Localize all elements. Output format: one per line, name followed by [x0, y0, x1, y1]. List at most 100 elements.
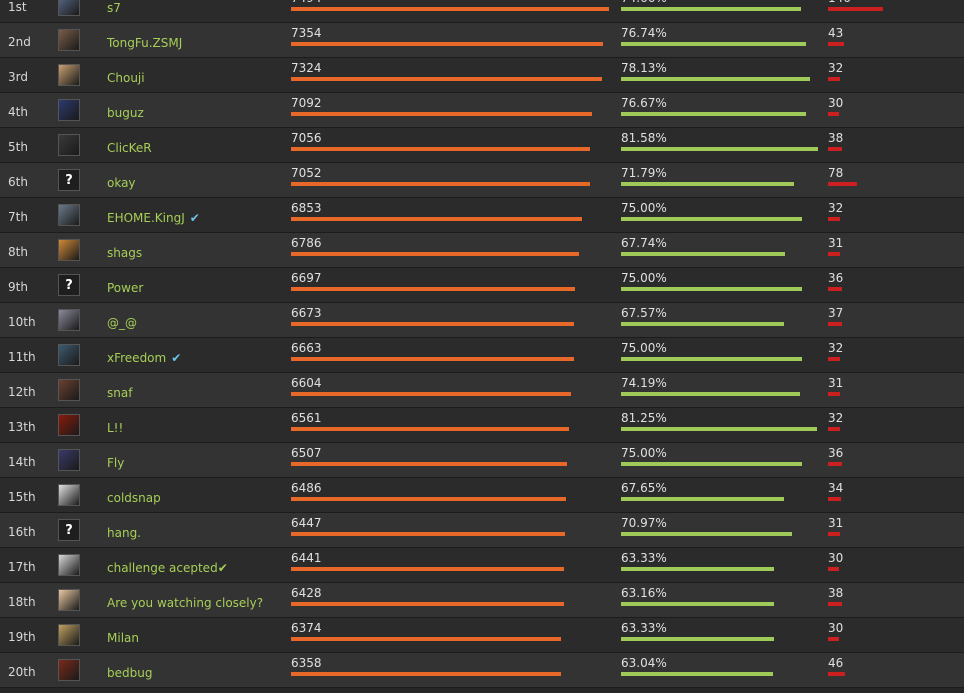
mmr-bar: [291, 462, 567, 466]
winrate-bar: [621, 637, 774, 641]
avatar-icon[interactable]: [58, 484, 80, 506]
leaderboard-row: 14th Fly 6507 75.00% 36: [0, 443, 964, 478]
player-name-link[interactable]: Power: [107, 281, 143, 295]
avatar-icon[interactable]: [58, 344, 80, 366]
games-bar: [828, 112, 839, 116]
winrate-value: 63.04%: [621, 656, 667, 670]
player-name-link[interactable]: snaf: [107, 386, 132, 400]
unknown-avatar-icon[interactable]: ?: [58, 169, 80, 191]
games-bar: [828, 322, 842, 326]
avatar-icon[interactable]: [58, 309, 80, 331]
mmr-bar: [291, 392, 571, 396]
player-name-link[interactable]: EHOME.KingJ ✔: [107, 211, 200, 225]
checkmark-icon: ✔: [189, 211, 200, 225]
winrate-value: 75.00%: [621, 271, 667, 285]
avatar-icon[interactable]: [58, 554, 80, 576]
player-name-link[interactable]: ClicKeR: [107, 141, 152, 155]
winrate-value: 63.33%: [621, 621, 667, 635]
avatar-icon[interactable]: [58, 134, 80, 156]
player-name-link[interactable]: @_@: [107, 316, 137, 330]
games-bar: [828, 567, 839, 571]
avatar-icon[interactable]: [58, 99, 80, 121]
leaderboard-row: 10th @_@ 6673 67.57% 37: [0, 303, 964, 338]
avatar-icon[interactable]: [58, 659, 80, 681]
player-name-link[interactable]: Are you watching closely?: [107, 596, 263, 610]
avatar-icon[interactable]: [58, 239, 80, 261]
player-name: buguz: [107, 106, 144, 120]
winrate-value: 67.74%: [621, 236, 667, 250]
games-value: 31: [828, 516, 844, 530]
leaderboard-row: 13th L!! 6561 81.25% 32: [0, 408, 964, 443]
player-name-link[interactable]: TongFu.ZSMJ: [107, 36, 182, 50]
player-name-link[interactable]: okay: [107, 176, 136, 190]
avatar-icon[interactable]: [58, 0, 80, 16]
rank-label: 8th: [8, 245, 28, 259]
winrate-bar: [621, 497, 784, 501]
avatar-icon[interactable]: [58, 589, 80, 611]
player-name-link[interactable]: buguz: [107, 106, 144, 120]
rank-label: 3rd: [8, 70, 28, 84]
avatar-icon[interactable]: [58, 449, 80, 471]
winrate-value: 78.13%: [621, 61, 667, 75]
player-name-link[interactable]: Chouji: [107, 71, 145, 85]
leaderboard-row: 4th buguz 7092 76.67% 30: [0, 93, 964, 128]
games-value: 78: [828, 166, 844, 180]
player-name: Are you watching closely?: [107, 596, 264, 610]
avatar-icon[interactable]: [58, 379, 80, 401]
player-name-link[interactable]: shags: [107, 246, 142, 260]
games-value: 38: [828, 586, 844, 600]
player-name-link[interactable]: Milan: [107, 631, 139, 645]
winrate-value: 74.19%: [621, 376, 667, 390]
mmr-value: 6604: [291, 376, 322, 390]
mmr-bar: [291, 147, 590, 151]
mmr-bar: [291, 112, 592, 116]
games-value: 146: [828, 0, 851, 5]
leaderboard-row: 15th coldsnap 6486 67.65% 34: [0, 478, 964, 513]
rank-label: 11th: [8, 350, 36, 364]
mmr-value: 7354: [291, 26, 322, 40]
mmr-bar: [291, 672, 561, 676]
avatar-icon[interactable]: [58, 624, 80, 646]
games-bar: [828, 287, 842, 291]
games-bar: [828, 7, 883, 11]
player-name-link[interactable]: challenge acepted✔: [107, 561, 228, 575]
player-name-link[interactable]: coldsnap: [107, 491, 161, 505]
leaderboard-row: 1st s7 7494 74.66% 146: [0, 0, 964, 23]
winrate-value: 67.65%: [621, 481, 667, 495]
player-name-link[interactable]: bedbug: [107, 666, 152, 680]
avatar-icon[interactable]: [58, 414, 80, 436]
avatar-icon[interactable]: [58, 204, 80, 226]
rank-label: 20th: [8, 665, 36, 679]
leaderboard-row: 3rd Chouji 7324 78.13% 32: [0, 58, 964, 93]
avatar-icon[interactable]: [58, 29, 80, 51]
player-name-link[interactable]: xFreedom ✔: [107, 351, 181, 365]
winrate-bar: [621, 427, 817, 431]
rank-label: 13th: [8, 420, 36, 434]
rank-label: 16th: [8, 525, 36, 539]
player-name-link[interactable]: hang.: [107, 526, 141, 540]
player-name-link[interactable]: L!!: [107, 421, 123, 435]
games-bar: [828, 392, 840, 396]
rank-label: 19th: [8, 630, 36, 644]
games-bar: [828, 182, 857, 186]
winrate-value: 75.00%: [621, 341, 667, 355]
player-name: challenge acepted: [107, 561, 218, 575]
mmr-value: 6374: [291, 621, 322, 635]
mmr-value: 6358: [291, 656, 322, 670]
player-name: EHOME.KingJ: [107, 211, 185, 225]
games-bar: [828, 672, 845, 676]
leaderboard-row: 7th EHOME.KingJ ✔ 6853 75.00% 32: [0, 198, 964, 233]
winrate-bar: [621, 112, 806, 116]
player-name-link[interactable]: Fly: [107, 456, 124, 470]
mmr-bar: [291, 7, 609, 11]
mmr-value: 6673: [291, 306, 322, 320]
avatar-icon[interactable]: [58, 64, 80, 86]
leaderboard-row: 20th bedbug 6358 63.04% 46: [0, 653, 964, 688]
winrate-bar: [621, 252, 785, 256]
player-name-link[interactable]: s7: [107, 1, 121, 15]
unknown-avatar-icon[interactable]: ?: [58, 274, 80, 296]
rank-label: 4th: [8, 105, 28, 119]
unknown-avatar-icon[interactable]: ?: [58, 519, 80, 541]
mmr-value: 7052: [291, 166, 322, 180]
winrate-bar: [621, 392, 800, 396]
